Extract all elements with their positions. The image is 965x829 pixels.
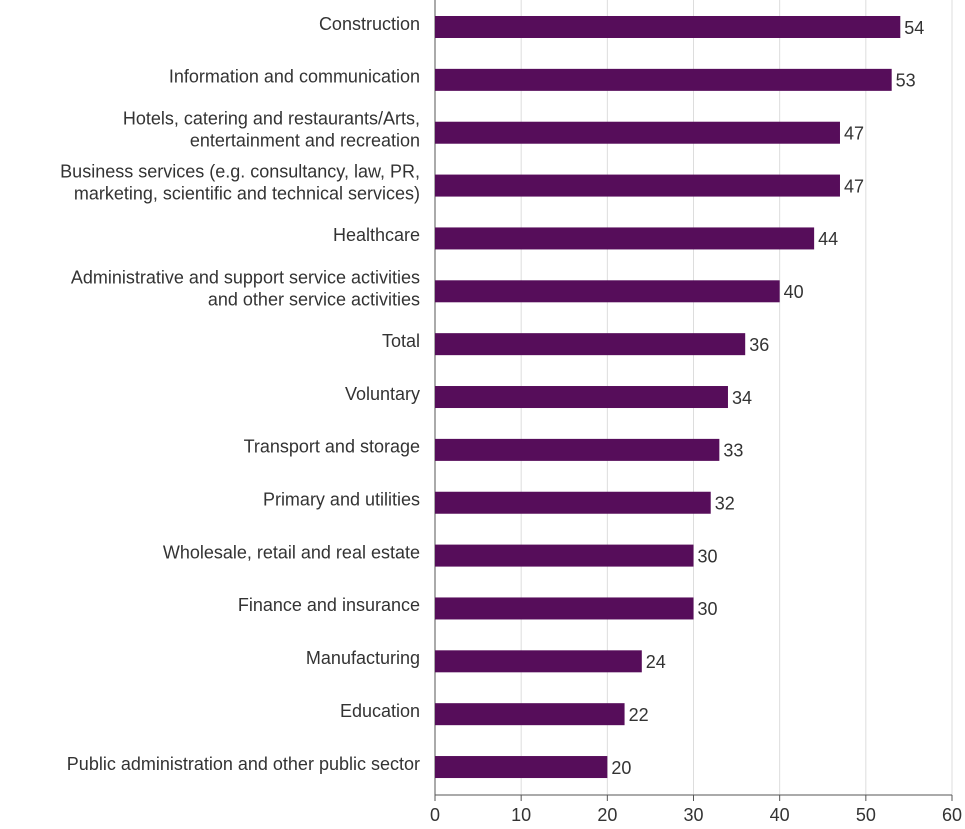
bar	[435, 68, 892, 91]
y-tick-label: Wholesale, retail and real estate	[163, 542, 420, 562]
y-tick-label: Hotels, catering and restaurants/Arts, en…	[123, 108, 420, 150]
x-tick-label: 20	[597, 805, 617, 825]
y-tick-label: Finance and insurance	[238, 595, 420, 615]
data-label: 47	[844, 176, 864, 196]
bar	[435, 597, 694, 620]
x-tick-label: 0	[430, 805, 440, 825]
data-label: 32	[715, 493, 735, 513]
bar	[435, 174, 840, 197]
y-tick-label: Administrative and support service activ…	[71, 267, 420, 309]
bar	[435, 386, 728, 409]
bar	[435, 333, 746, 356]
y-tick-label: Voluntary	[345, 384, 420, 404]
data-label: 30	[698, 599, 718, 619]
y-tick-label: Public administration and other public s…	[67, 754, 420, 774]
bar	[435, 544, 694, 567]
bar	[435, 280, 780, 303]
y-tick-label: Manufacturing	[306, 648, 420, 668]
x-tick-label: 30	[683, 805, 703, 825]
y-tick-label: Transport and storage	[244, 437, 420, 457]
y-tick-label: Total	[382, 331, 420, 351]
y-tick-label: Education	[340, 701, 420, 721]
y-tick-label: Business services (e.g. consultancy, law…	[60, 161, 420, 203]
data-label: 54	[904, 18, 924, 38]
y-tick-label: Construction	[319, 14, 420, 34]
data-label: 20	[611, 758, 631, 778]
x-tick-label: 50	[856, 805, 876, 825]
x-tick-label: 10	[511, 805, 531, 825]
bar	[435, 438, 720, 461]
bar	[435, 491, 711, 514]
data-label: 53	[896, 71, 916, 91]
data-label: 44	[818, 229, 838, 249]
bar	[435, 650, 642, 673]
x-tick-label: 60	[942, 805, 962, 825]
data-label: 22	[629, 705, 649, 725]
bar	[435, 756, 608, 779]
bar	[435, 121, 840, 144]
bar	[435, 227, 815, 250]
data-label: 47	[844, 123, 864, 143]
x-tick-label: 40	[770, 805, 790, 825]
y-tick-label: Healthcare	[333, 225, 420, 245]
data-label: 30	[698, 546, 718, 566]
data-label: 34	[732, 388, 752, 408]
data-label: 36	[749, 335, 769, 355]
bar	[435, 703, 625, 726]
data-label: 24	[646, 652, 666, 672]
y-tick-label: Information and communication	[169, 67, 420, 87]
y-tick-label: Primary and utilities	[263, 489, 420, 509]
bar	[435, 16, 901, 38]
data-label: 33	[723, 441, 743, 461]
data-label: 40	[784, 282, 804, 302]
